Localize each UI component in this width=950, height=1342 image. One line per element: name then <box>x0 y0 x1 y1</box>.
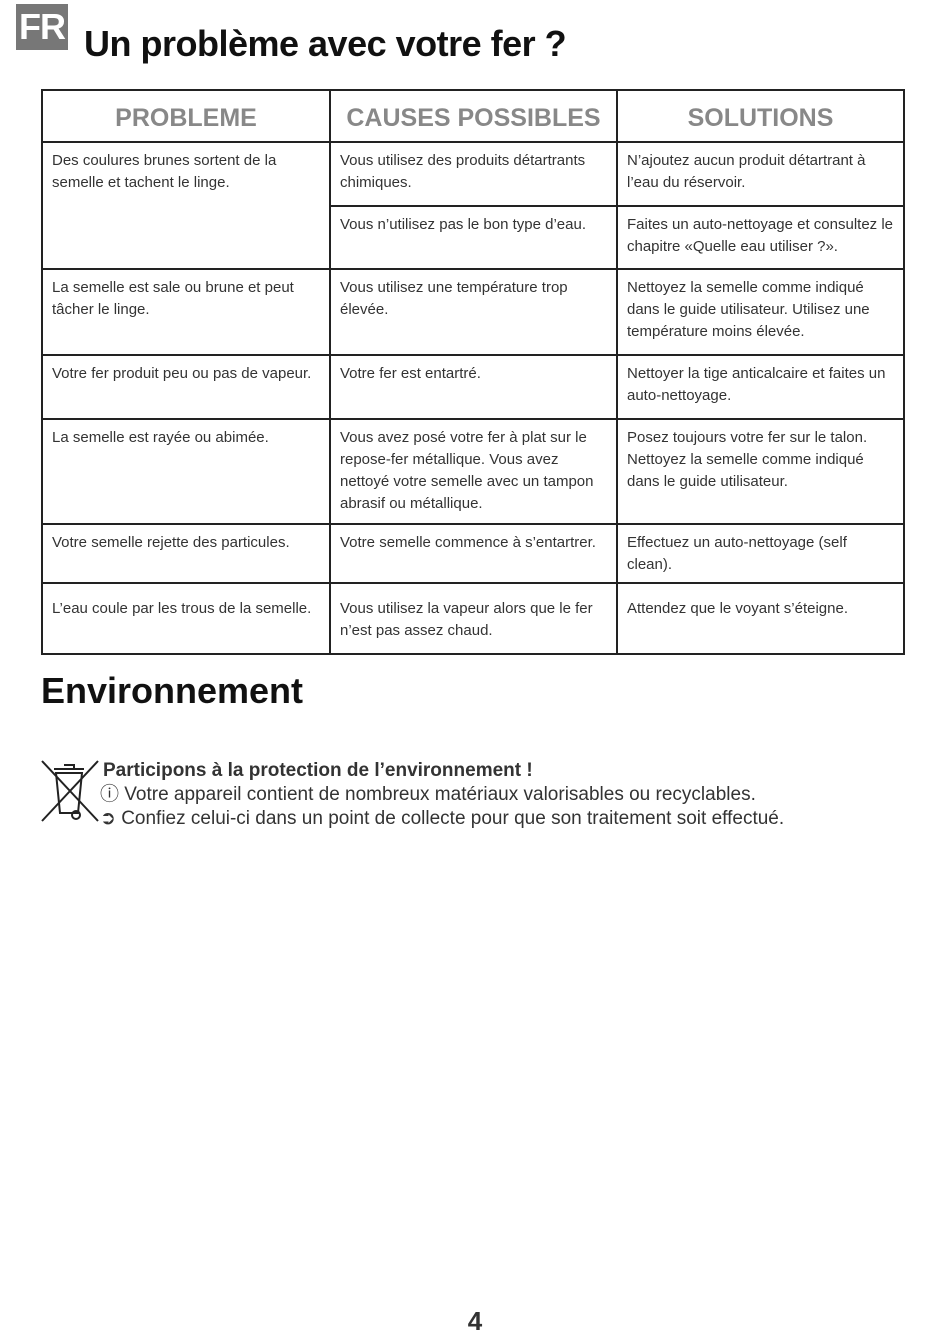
solution-cell: Faites un auto-nettoyage et consultez le… <box>616 205 905 270</box>
collection-point-info: ➲ Confiez celui-ci dans un point de coll… <box>100 808 785 829</box>
cause-cell: Vous utilisez la vapeur alors que le fer… <box>329 582 618 655</box>
column-header-problem: PROBLEME <box>41 89 331 143</box>
table-row: Votre fer produit peu ou pas de vapeur. … <box>41 354 905 420</box>
cause-cell: Vous utilisez des produits détartrants c… <box>329 141 618 207</box>
cause-cell: Votre fer est entartré. <box>329 354 618 420</box>
crossed-out-wheelie-bin-icon <box>41 760 99 822</box>
cause-cell: Vous utilisez une température trop élevé… <box>329 268 618 356</box>
solution-cell: Attendez que le voyant s’éteigne. <box>616 582 905 655</box>
cause-cell: Votre semelle commence à s’entartrer. <box>329 523 618 584</box>
table-row: L’eau coule par les trous de la semelle.… <box>41 582 905 655</box>
solution-cell: Effectuez un auto-nettoyage (self clean)… <box>616 523 905 584</box>
page-number: 4 <box>467 1306 483 1336</box>
cause-cell: Vous avez posé votre fer à plat sur le r… <box>329 418 618 525</box>
problem-cell: Des coulures brunes sortent de la semell… <box>41 141 331 270</box>
cause-cell: Vous n’utilisez pas le bon type d’eau. <box>329 205 618 270</box>
environment-notice: Participons à la protection de l’environ… <box>40 759 903 831</box>
problem-cell: La semelle est sale ou brune et peut tâc… <box>41 268 331 356</box>
environment-subtitle: Participons à la protection de l’environ… <box>103 760 533 781</box>
page-content: PROBLEME CAUSES POSSIBLES SOLUTIONS Des … <box>40 89 905 831</box>
problem-cell: L’eau coule par les trous de la semelle. <box>41 582 331 655</box>
table-row: La semelle est rayée ou abimée. Vous ave… <box>41 418 905 525</box>
problem-cell: Votre fer produit peu ou pas de vapeur. <box>41 354 331 420</box>
environment-heading: Environnement <box>41 670 304 711</box>
table-row: La semelle est sale ou brune et peut tâc… <box>41 268 905 356</box>
troubleshooting-table: PROBLEME CAUSES POSSIBLES SOLUTIONS Des … <box>41 89 905 655</box>
problem-cell: La semelle est rayée ou abimée. <box>41 418 331 525</box>
solution-cell: Posez toujours votre fer sur le talon. N… <box>616 418 905 525</box>
problem-cell: Votre semelle rejette des particules. <box>41 523 331 584</box>
table-header-row: PROBLEME CAUSES POSSIBLES SOLUTIONS <box>41 89 905 143</box>
page-title: Un problème avec votre fer ? <box>84 23 567 64</box>
solution-cell: Nettoyez la semelle comme indiqué dans l… <box>616 268 905 356</box>
table-row: Des coulures brunes sortent de la semell… <box>41 141 905 270</box>
recyclable-info: ⓘ Votre appareil contient de nombreux ma… <box>100 784 756 805</box>
column-header-solutions: SOLUTIONS <box>616 89 905 143</box>
table-row: Vous n’utilisez pas le bon type d’eau. F… <box>42 205 905 270</box>
language-badge: FR <box>16 4 68 50</box>
solution-cell: Nettoyer la tige anticalcaire et faites … <box>616 354 905 420</box>
table-row: Votre semelle rejette des particules. Vo… <box>41 523 905 584</box>
column-header-causes: CAUSES POSSIBLES <box>329 89 618 143</box>
solution-cell: N’ajoutez aucun produit détartrant à l’e… <box>616 141 905 207</box>
